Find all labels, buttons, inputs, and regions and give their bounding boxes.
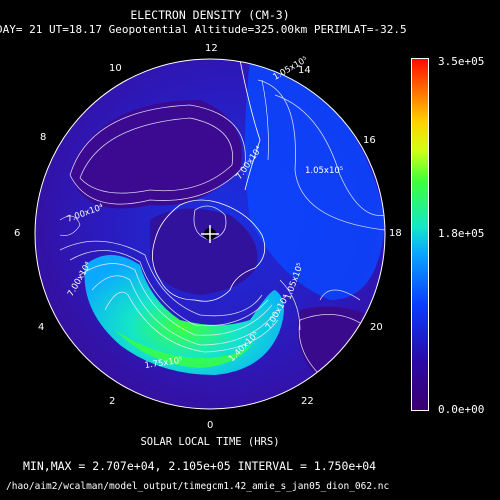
lt-label-8: 8 [40, 132, 46, 143]
colorbar-min-label: 0.0e+00 [438, 403, 485, 416]
lt-label-22: 22 [301, 396, 314, 407]
contour-label: 1.05x10⁵ [305, 166, 343, 176]
colorbar-mid-label: 1.8e+05 [438, 227, 485, 240]
lt-label-20: 20 [370, 322, 383, 333]
lt-label-2: 2 [109, 396, 115, 407]
lt-label-12: 12 [205, 43, 218, 54]
file-path: /hao/aim2/wcalman/model_output/timegcm1.… [6, 481, 390, 492]
plot-title: ELECTRON DENSITY (CM-3) [130, 8, 290, 22]
lt-label-18: 18 [389, 228, 402, 239]
lt-label-10: 10 [109, 63, 122, 74]
lt-label-14: 14 [298, 65, 311, 76]
colorbar-max-label: 3.5e+05 [438, 55, 485, 68]
lt-label-4: 4 [38, 322, 44, 333]
minmax-readout: MIN,MAX = 2.707e+04, 2.105e+05 INTERVAL … [23, 459, 377, 473]
colorbar [411, 58, 429, 411]
lt-label-6: 6 [14, 228, 20, 239]
local-time-labels: 12 14 16 18 20 22 0 2 4 6 8 10 [14, 43, 402, 431]
x-axis-label: SOLAR LOCAL TIME (HRS) [140, 436, 280, 448]
lt-label-16: 16 [363, 135, 376, 146]
map-boundary [34, 58, 386, 410]
pole-marker-icon [201, 225, 219, 243]
lt-label-0: 0 [207, 420, 213, 431]
plot-subtitle: DAY= 21 UT=18.17 Geopotential Altitude=3… [0, 23, 407, 36]
